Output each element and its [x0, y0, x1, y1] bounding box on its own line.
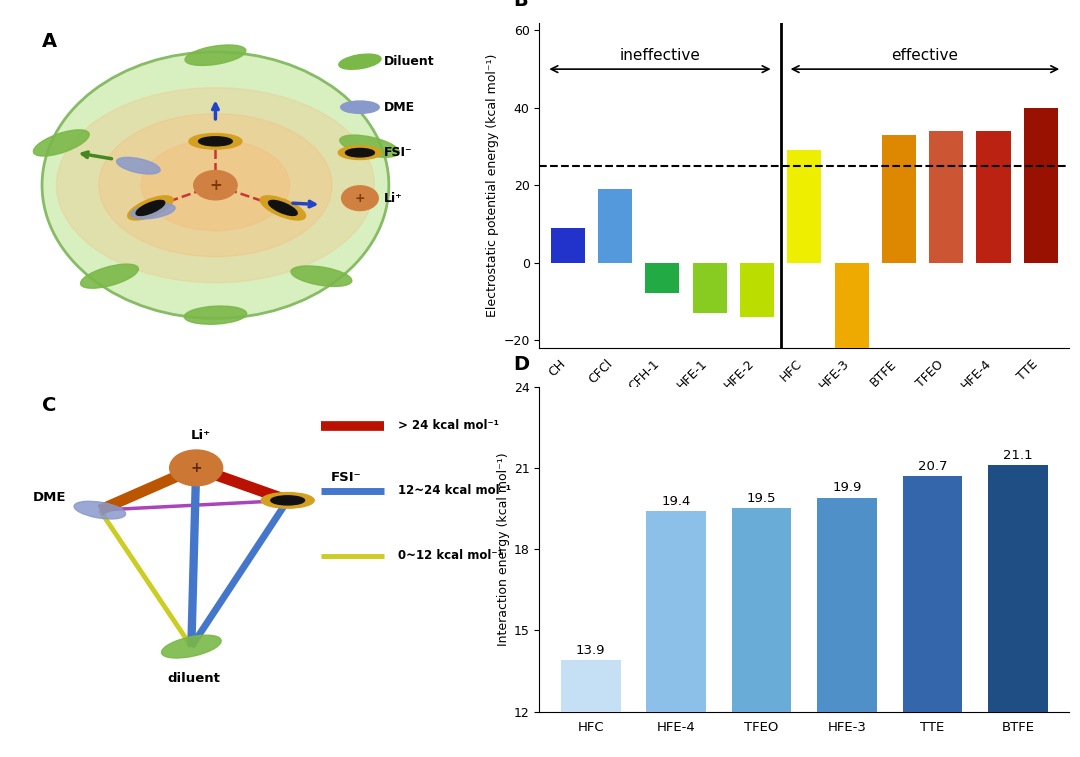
Bar [835, 263, 868, 347]
Text: B: B [513, 0, 528, 10]
Text: 13.9: 13.9 [576, 644, 606, 657]
Ellipse shape [339, 54, 381, 70]
Bar [988, 465, 1048, 757]
Ellipse shape [346, 148, 375, 157]
Circle shape [341, 185, 378, 210]
Bar [818, 497, 877, 757]
Bar [929, 131, 963, 263]
Text: +: + [210, 178, 221, 193]
Ellipse shape [162, 635, 221, 658]
Text: 19.4: 19.4 [661, 495, 691, 508]
Y-axis label: Electrostatic potential energy (kcal mol⁻¹): Electrostatic potential energy (kcal mol… [486, 54, 499, 317]
Bar [903, 476, 962, 757]
Text: Diluent: Diluent [384, 55, 434, 68]
Circle shape [170, 450, 222, 486]
Text: +: + [354, 192, 365, 204]
Ellipse shape [199, 137, 232, 146]
Ellipse shape [338, 146, 381, 160]
Ellipse shape [136, 201, 165, 216]
Text: 19.9: 19.9 [833, 481, 862, 494]
Text: DME: DME [384, 101, 415, 114]
Circle shape [193, 170, 238, 200]
Text: FSI⁻: FSI⁻ [384, 146, 413, 159]
Bar [598, 189, 632, 263]
Text: diluent: diluent [167, 672, 220, 685]
Ellipse shape [340, 135, 400, 157]
Text: D: D [513, 354, 529, 374]
Text: 21.1: 21.1 [1003, 449, 1032, 462]
Text: FSI⁻: FSI⁻ [332, 471, 362, 484]
Text: 0~12 kcal mol⁻¹: 0~12 kcal mol⁻¹ [399, 549, 503, 562]
Ellipse shape [81, 264, 138, 288]
Text: ineffective: ineffective [620, 48, 701, 64]
Bar [646, 263, 679, 294]
Text: 12~24 kcal mol⁻¹: 12~24 kcal mol⁻¹ [399, 484, 512, 497]
Ellipse shape [131, 204, 175, 219]
Text: A: A [42, 33, 57, 51]
Text: > 24 kcal mol⁻¹: > 24 kcal mol⁻¹ [399, 419, 499, 432]
Ellipse shape [271, 496, 305, 505]
Ellipse shape [291, 266, 352, 286]
Bar [646, 511, 706, 757]
Bar [561, 660, 621, 757]
Text: 19.5: 19.5 [746, 492, 777, 505]
Text: Li⁺: Li⁺ [191, 428, 211, 441]
Bar [882, 135, 916, 263]
Ellipse shape [260, 196, 306, 220]
Bar [787, 151, 821, 263]
Text: C: C [42, 397, 56, 416]
Ellipse shape [33, 130, 90, 156]
Ellipse shape [99, 114, 332, 257]
Bar [976, 131, 1011, 263]
Bar [1024, 107, 1057, 263]
Bar [740, 263, 774, 316]
Text: effective: effective [891, 48, 958, 64]
Text: +: + [190, 461, 202, 475]
Ellipse shape [185, 45, 246, 65]
Ellipse shape [117, 157, 160, 174]
Ellipse shape [185, 306, 246, 324]
Ellipse shape [42, 52, 389, 319]
Ellipse shape [75, 501, 125, 519]
Ellipse shape [189, 133, 242, 149]
Ellipse shape [127, 196, 173, 220]
Text: 20.7: 20.7 [918, 459, 947, 473]
Ellipse shape [56, 88, 375, 282]
Text: Li⁺: Li⁺ [384, 192, 403, 204]
Ellipse shape [340, 101, 379, 114]
Ellipse shape [141, 140, 289, 231]
Ellipse shape [269, 201, 297, 216]
Bar [731, 509, 792, 757]
Y-axis label: Interaction energy (kcal mol⁻¹): Interaction energy (kcal mol⁻¹) [497, 452, 510, 646]
Bar [551, 228, 584, 263]
Text: DME: DME [32, 491, 66, 503]
Bar [692, 263, 727, 313]
Ellipse shape [261, 493, 314, 508]
